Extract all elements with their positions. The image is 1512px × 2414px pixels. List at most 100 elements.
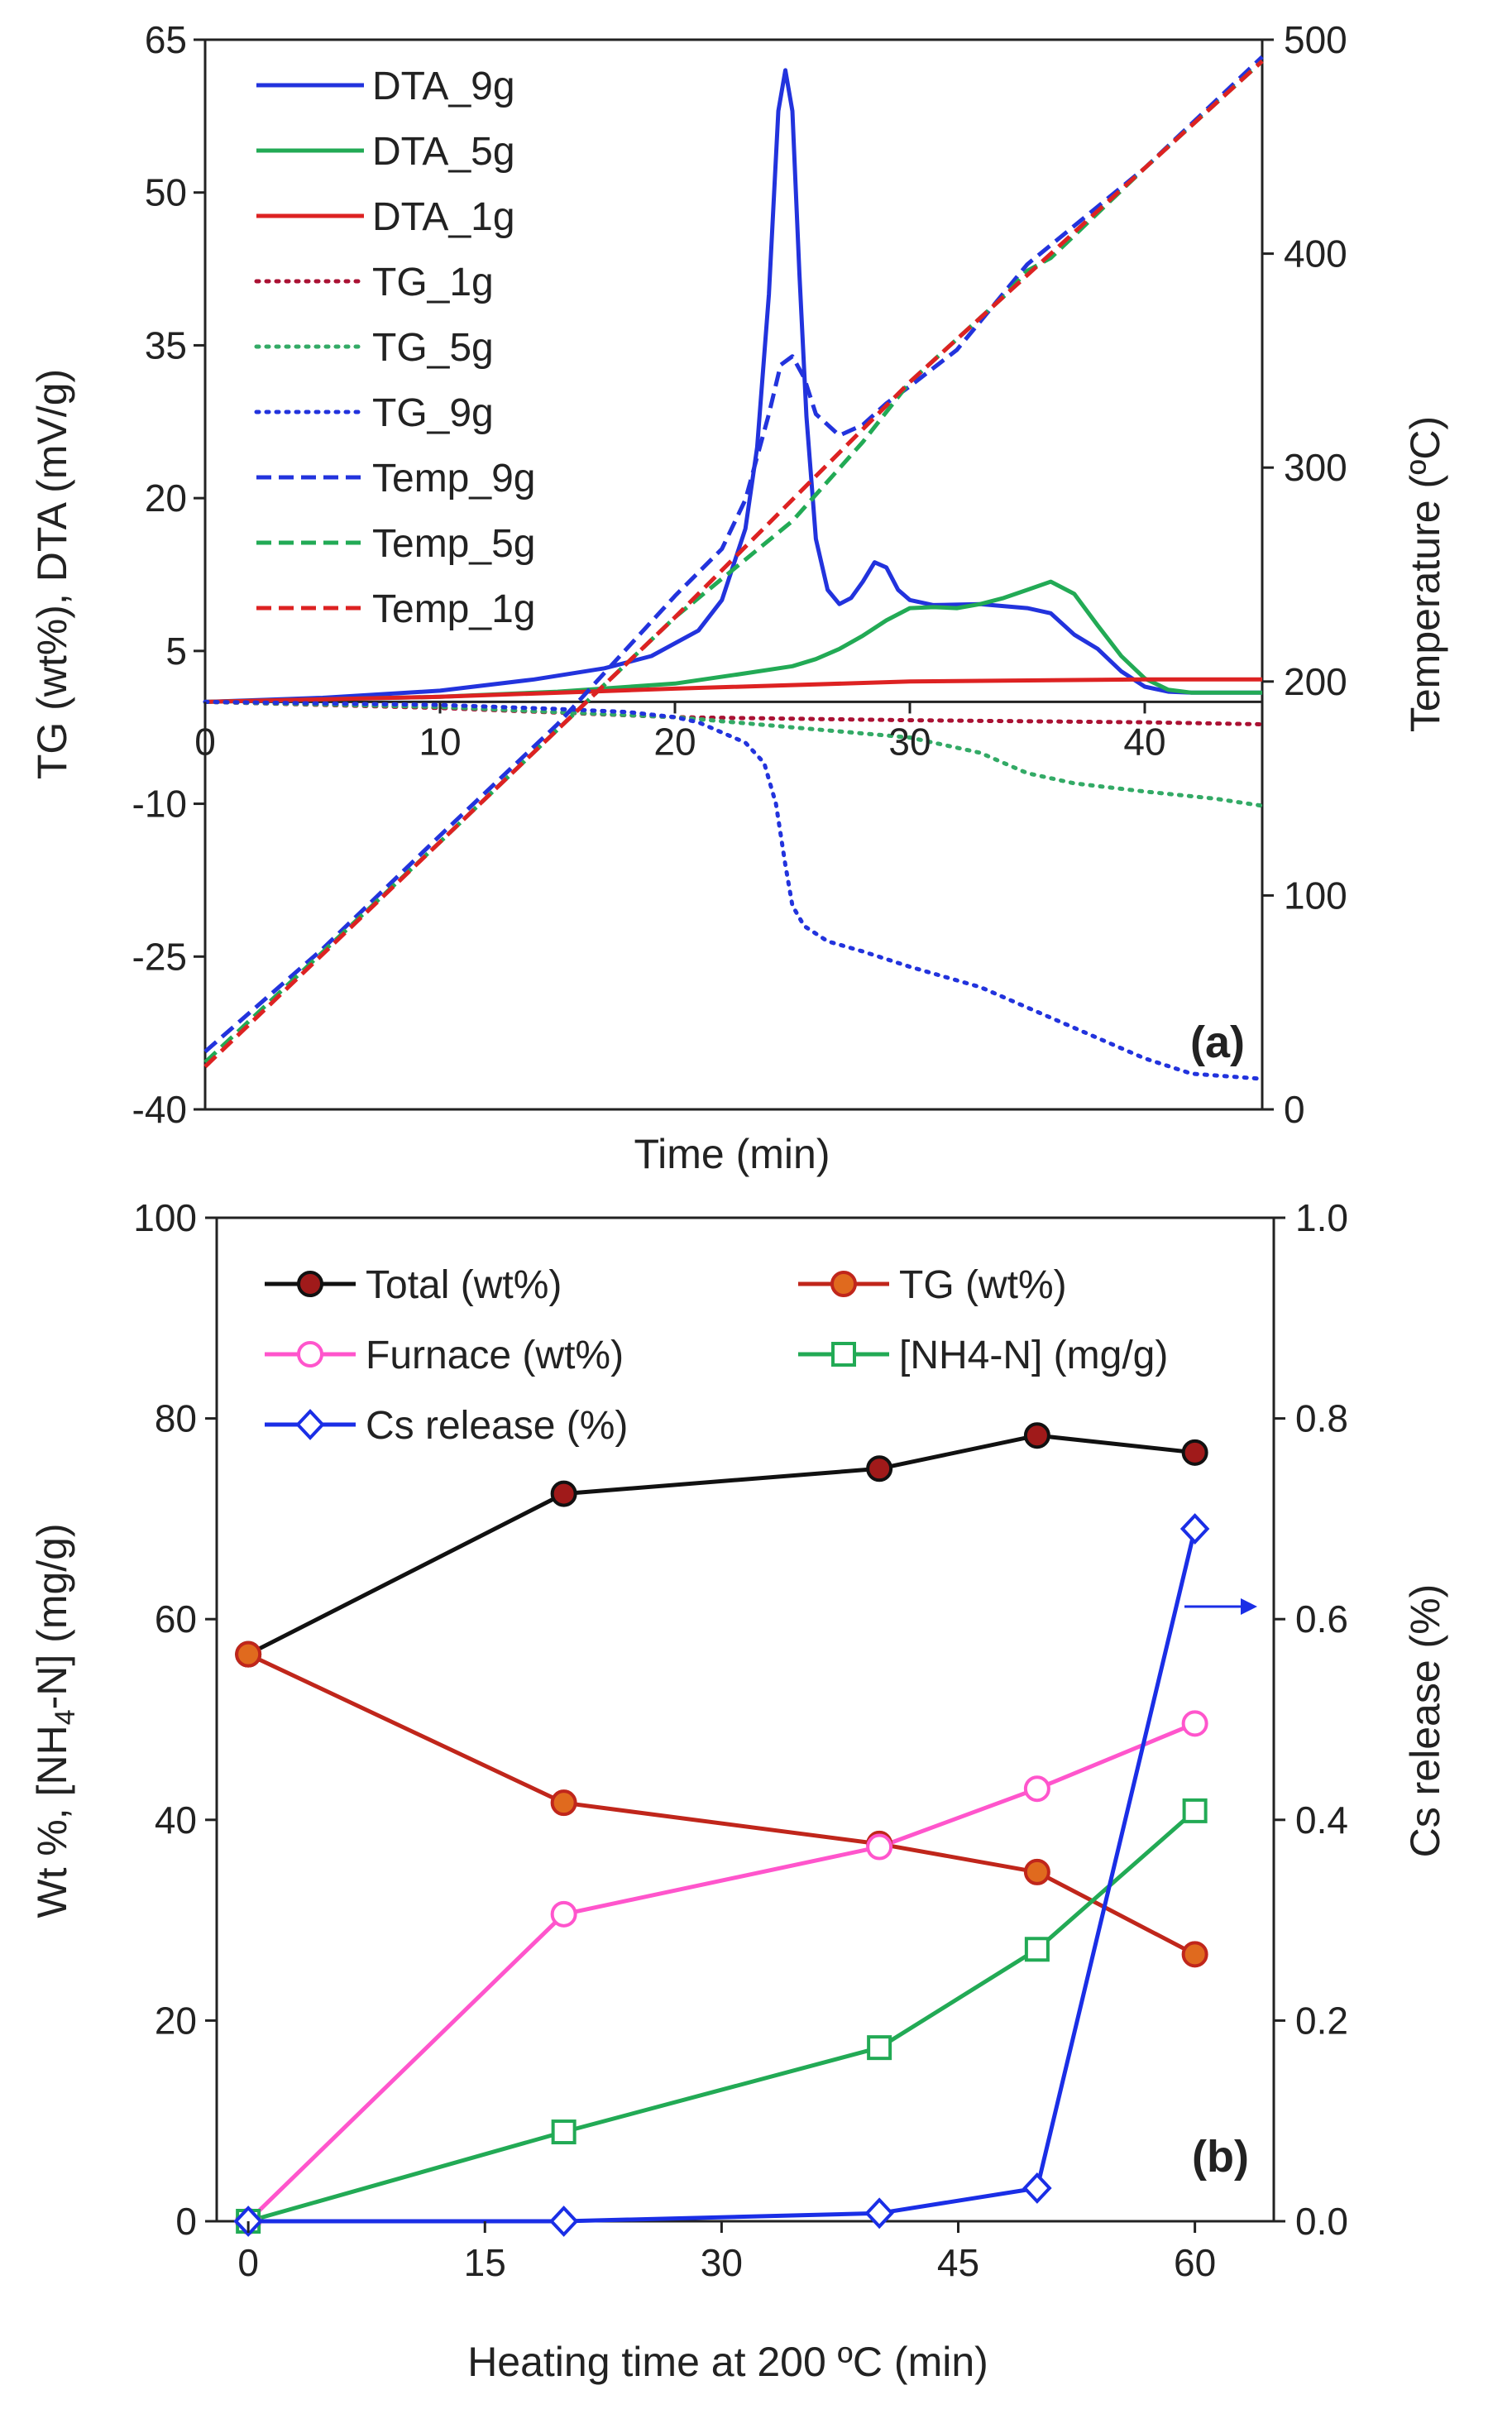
y2-tick-label: 500 — [1284, 18, 1347, 61]
series-line-furnace-wt — [246, 1722, 1196, 2223]
series-line-tg-1g — [203, 699, 1265, 726]
y-tick-label: 20 — [145, 477, 187, 520]
data-point-tg-wt — [1023, 1858, 1050, 1885]
legend-label: Furnace (wt%) — [366, 1334, 624, 1377]
series-line-temp-9g — [203, 55, 1264, 1054]
data-point-furnace-wt — [550, 1900, 577, 1928]
legend-label: DTA_1g — [372, 195, 515, 239]
panel-a-series — [203, 55, 1265, 1081]
series-line-dta-5g — [204, 579, 1262, 704]
series-line-temp-1g — [203, 60, 1264, 1069]
data-point-nh4-n-mg-g — [551, 2119, 577, 2145]
legend-label: TG_9g — [372, 391, 494, 435]
data-point-tg-wt — [1181, 1941, 1208, 1968]
data-point-nh4-n-mg-g — [867, 2035, 892, 2061]
series-line-tg-9g — [203, 699, 1265, 1081]
y-tick-label: 35 — [145, 323, 187, 366]
data-point-furnace-wt — [1023, 1775, 1050, 1803]
x-tick-label: 40 — [1123, 720, 1165, 763]
panel-b-y-axis-label: Wt %, [NH4-N] (mg/g) — [29, 1523, 81, 1918]
y2-tick-label: 0.0 — [1295, 2200, 1348, 2243]
cs-axis-arrow — [1184, 1598, 1257, 1615]
panel-b-y-axis-label-part1: Wt %, [NH — [29, 1725, 75, 1918]
data-point-cs-release — [1179, 1513, 1210, 1545]
legend-label: Temp_9g — [372, 457, 535, 501]
x-tick-label: 20 — [653, 720, 696, 763]
panel-b-y2-axis-label: Cs release (%) — [1402, 1584, 1448, 1858]
data-point-total-wt — [550, 1480, 577, 1507]
y-tick-label: -10 — [132, 783, 187, 826]
x-tick-label: 30 — [701, 2241, 743, 2284]
data-point-furnace-wt — [866, 1833, 893, 1861]
y-tick-label: 0 — [175, 2200, 197, 2243]
data-point-tg-wt — [550, 1789, 577, 1817]
panel-b-y-axis: 0 20 40 60 80 100 — [133, 1196, 217, 2243]
y2-tick-label: 0.8 — [1295, 1397, 1348, 1440]
data-point-cs-release — [864, 2197, 894, 2230]
panel-b-label: (b) — [1192, 2132, 1249, 2182]
x-tick-label: 45 — [937, 2241, 979, 2284]
panel-b-y-axis-label-part2: -N] (mg/g) — [29, 1523, 75, 1709]
y-tick-label: -25 — [132, 935, 187, 978]
data-point-furnace-wt — [1181, 1710, 1208, 1737]
series-line-tg-wt — [247, 1652, 1196, 1957]
panel-b-frame — [215, 1216, 1275, 2223]
panel-a-x-axis: 0 10 20 30 40 — [194, 702, 1166, 763]
series-line-dta-9g — [204, 68, 1262, 704]
panel-b-x-axis-label: Heating time at 200 ºC (min) — [467, 2339, 988, 2385]
panel-a-legend: DTA_9g DTA_5g DTA_1g TG_1g TG_5g TG_9g Temp_9g… — [254, 65, 535, 631]
data-point-total-wt — [1023, 1422, 1050, 1449]
y-tick-label: 60 — [155, 1597, 197, 1640]
data-point-cs-release — [548, 2206, 579, 2237]
legend-label: Temp_1g — [372, 587, 535, 631]
x-tick-label: 30 — [888, 720, 931, 763]
legend-marker — [295, 1409, 325, 1440]
data-point-total-wt — [1181, 1439, 1208, 1466]
legend-marker — [830, 1271, 857, 1297]
panel-b-x-axis: 0 15 30 45 60 — [237, 2221, 1216, 2284]
y2-tick-label: 400 — [1284, 232, 1347, 275]
panel-b: 0 20 40 60 80 100 0.0 0.2 0.4 0.6 0.8 1.0 0 15 30 45 6… — [29, 1196, 1448, 2385]
panel-a-frame — [203, 38, 1264, 1111]
legend-marker — [831, 1342, 856, 1367]
legend-label: Cs release (%) — [366, 1404, 628, 1448]
panel-a-y2-axis-label: Temperature (ºC) — [1402, 416, 1448, 732]
panel-b-y-axis-label-subscript: 4 — [50, 1709, 81, 1725]
y2-tick-label: 0.2 — [1295, 1999, 1348, 2042]
y-tick-label: 100 — [133, 1196, 197, 1239]
legend-label: TG (wt%) — [899, 1263, 1067, 1307]
legend-label: TG_5g — [372, 326, 494, 370]
data-point-tg-wt — [235, 1640, 262, 1668]
series-line-tg-5g — [203, 699, 1265, 808]
y-tick-label: 40 — [155, 1799, 197, 1842]
panel-a-y-axis: -40 -25 -10 5 20 35 50 65 — [132, 18, 205, 1131]
legend-label: Total (wt%) — [366, 1263, 562, 1307]
x-tick-label: 0 — [237, 2241, 259, 2284]
series-line-dta-1g — [204, 677, 1262, 704]
panel-a-label: (a) — [1190, 1018, 1245, 1067]
legend-label: DTA_9g — [372, 65, 515, 108]
x-tick-label: 10 — [419, 720, 461, 763]
data-point-nh4-n-mg-g — [1182, 1798, 1208, 1823]
series-line-cs-release — [248, 1528, 1198, 2224]
legend-label: DTA_5g — [372, 130, 515, 174]
data-point-cs-release — [1022, 2172, 1052, 2204]
panel-a: -40 -25 -10 5 20 35 50 65 0 100 200 300 400 500 0 10 2… — [29, 18, 1448, 1177]
panel-a-y-axis-label: TG (wt%), DTA (mV/g) — [29, 369, 75, 779]
y2-tick-label: 1.0 — [1295, 1196, 1348, 1239]
y2-tick-label: 0 — [1284, 1088, 1305, 1131]
y2-tick-label: 300 — [1284, 446, 1347, 489]
series-line-total-wt — [246, 1433, 1195, 1656]
legend-label: Temp_5g — [372, 522, 535, 566]
x-tick-label: 15 — [464, 2241, 506, 2284]
panel-a-y2-axis: 0 100 200 300 400 500 — [1262, 18, 1347, 1131]
y-tick-label: 5 — [165, 630, 187, 673]
panel-b-y2-axis: 0.0 0.2 0.4 0.6 0.8 1.0 — [1274, 1196, 1348, 2243]
y-tick-label: 50 — [145, 171, 187, 214]
y-tick-label: 20 — [155, 1999, 197, 2042]
panel-b-legend: Total (wt%) TG (wt%) Furnace (wt%) [NH4-N] … — [265, 1263, 1168, 1448]
y2-tick-label: 100 — [1284, 874, 1347, 917]
series-line-nh4-n-mg-g — [247, 1809, 1197, 2224]
